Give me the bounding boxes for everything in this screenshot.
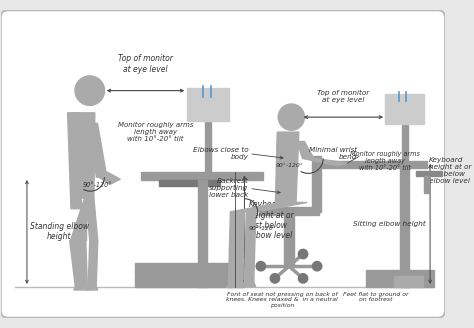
Circle shape [75, 76, 105, 105]
Polygon shape [87, 287, 98, 290]
Text: Keyboard
height at or
just below
elbow level: Keyboard height at or just below elbow l… [249, 200, 294, 240]
Polygon shape [246, 202, 307, 212]
Polygon shape [99, 172, 120, 185]
Polygon shape [88, 240, 98, 287]
Bar [205, 121, 211, 173]
Bar [159, 180, 220, 186]
Polygon shape [86, 198, 98, 240]
Polygon shape [230, 202, 296, 212]
Circle shape [298, 249, 308, 259]
Polygon shape [74, 287, 89, 290]
Bar [258, 207, 319, 215]
Polygon shape [226, 282, 243, 287]
Text: Top of monitor
at eye level: Top of monitor at eye level [317, 90, 369, 103]
Bar [198, 180, 207, 287]
Bar [402, 124, 408, 161]
Text: 90°-120°: 90°-120° [275, 163, 303, 168]
Bar [187, 88, 229, 121]
Circle shape [256, 261, 265, 271]
Bar [400, 168, 410, 287]
Text: Minimal wrist
bend: Minimal wrist bend [309, 147, 357, 160]
Bar [385, 94, 424, 124]
Circle shape [270, 274, 280, 283]
Text: Monitor roughly arms
length away
with 10°-20° tilt: Monitor roughly arms length away with 10… [118, 122, 193, 142]
Polygon shape [73, 113, 95, 198]
Bar [315, 161, 427, 168]
Bar [416, 171, 442, 176]
Text: Elbows close to
body: Elbows close to body [192, 147, 248, 160]
Polygon shape [70, 240, 87, 287]
Text: 90°-120°: 90°-120° [249, 226, 277, 231]
Text: Standing elbow
height: Standing elbow height [30, 222, 89, 241]
Circle shape [312, 261, 322, 271]
Polygon shape [277, 141, 286, 207]
Polygon shape [228, 212, 245, 282]
Polygon shape [90, 123, 107, 177]
Text: Feet flat to ground or
on footrest: Feet flat to ground or on footrest [343, 292, 409, 302]
Circle shape [298, 274, 308, 283]
Bar [394, 276, 423, 287]
Text: Font of seat not pressing on back of
knees. Knees relaxed &  in a neutral
positi: Font of seat not pressing on back of kne… [226, 292, 338, 308]
Polygon shape [275, 132, 299, 202]
Circle shape [278, 104, 304, 130]
Bar [135, 263, 245, 273]
Text: 90°-120°: 90°-120° [83, 182, 112, 188]
Bar [141, 173, 263, 180]
Bar [135, 270, 245, 287]
Polygon shape [70, 198, 86, 240]
Text: Backrest
supporting
lower back: Backrest supporting lower back [209, 178, 248, 198]
Polygon shape [68, 113, 82, 209]
Bar [423, 176, 429, 193]
Polygon shape [243, 282, 255, 287]
Polygon shape [297, 141, 314, 158]
Text: Sitting elbow height: Sitting elbow height [353, 221, 425, 227]
Text: Top of monitor
at eye level: Top of monitor at eye level [118, 54, 173, 74]
Polygon shape [245, 212, 255, 282]
FancyBboxPatch shape [0, 10, 445, 318]
Polygon shape [302, 158, 348, 166]
Bar [366, 270, 434, 287]
Bar [312, 155, 321, 212]
Text: Keyboard
height at or
just below
elbow level: Keyboard height at or just below elbow l… [429, 157, 472, 184]
Text: Monitor roughly arms
length away
with 10°-20° tilt: Monitor roughly arms length away with 10… [350, 151, 420, 171]
Bar [284, 215, 294, 266]
